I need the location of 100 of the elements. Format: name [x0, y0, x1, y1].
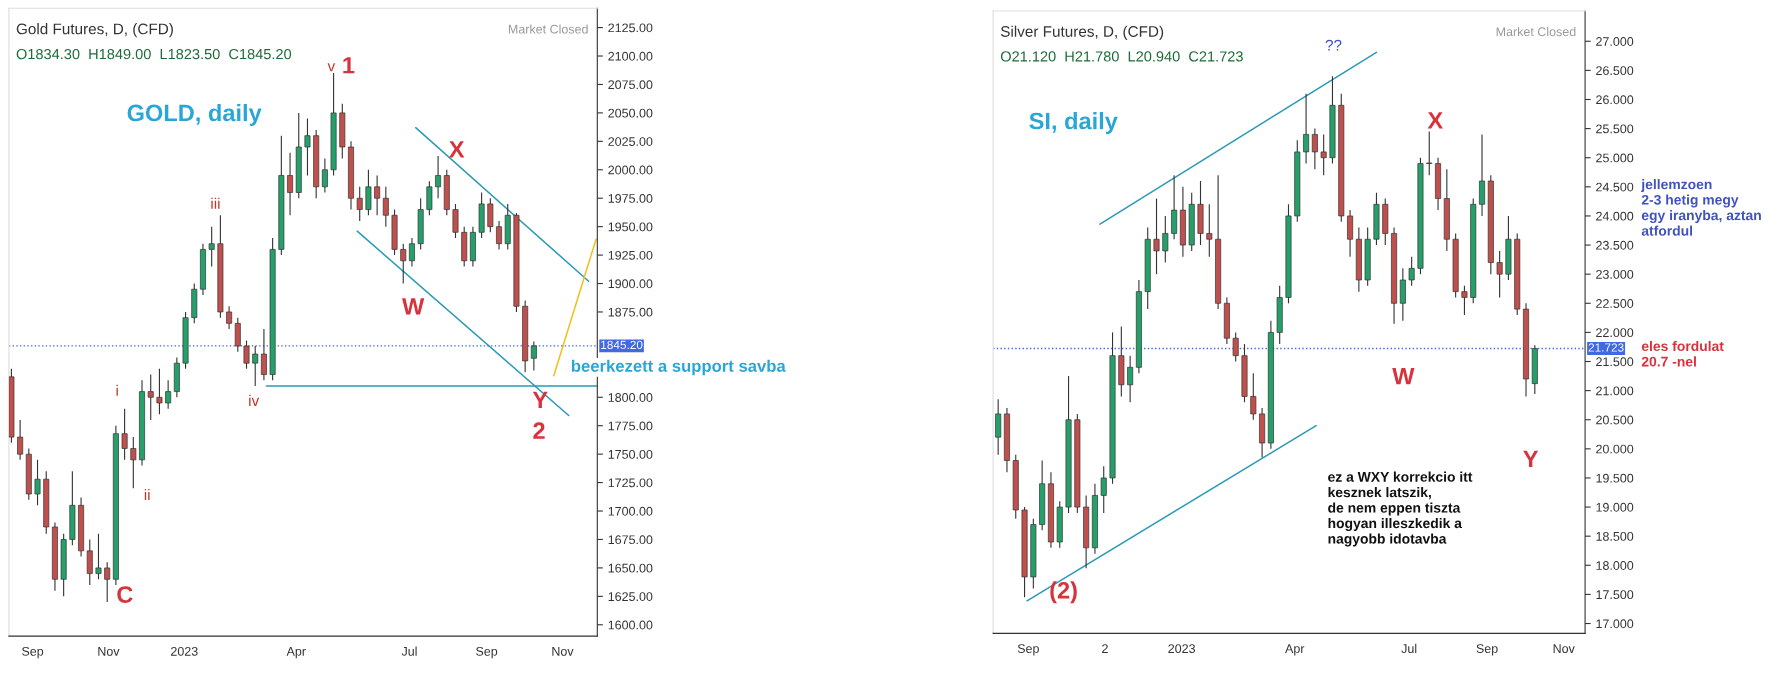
y-tick-label: 18.500: [1596, 531, 1634, 541]
text: Gold Futures, D, (CFD): [16, 23, 173, 38]
candlestick: [104, 561, 111, 603]
x-tick-label: Sep: [1476, 644, 1498, 656]
y-tick-label: 23.500: [1596, 240, 1634, 250]
y-tick-label: 22.500: [1596, 299, 1634, 308]
y-tick-label: 21.500: [1596, 357, 1634, 367]
candlestick: [487, 197, 494, 233]
candlestick: [530, 340, 537, 372]
x-tick-label: Nov: [98, 647, 120, 656]
annotation: ez a WXY korrekcio itt kesznek latszik, de nem eppen tiszta hogyan illeszkedik a nagyobb idotavba: [1328, 471, 1473, 547]
y-tick-label: 2100.00: [608, 51, 653, 61]
y-tick-label: 26.000: [1596, 95, 1634, 105]
candlestick: [1303, 93, 1310, 165]
annotation: SI, daily: [1029, 112, 1118, 135]
candlestick: [1100, 465, 1107, 514]
candlestick: [382, 186, 389, 228]
candlestick: [1153, 197, 1160, 275]
y-tick-label: 23.000: [1596, 269, 1634, 279]
x-tick-label: 2: [1102, 644, 1108, 653]
y-tick-label: 19.500: [1596, 473, 1634, 483]
y-tick-label: 17.000: [1596, 619, 1634, 629]
annotation: iv: [249, 394, 260, 406]
y-tick-label: 1750.00: [608, 449, 653, 459]
y-tick-label: 1775.00: [608, 421, 653, 431]
y-tick-label: 2000.00: [608, 165, 653, 175]
x-tick-label: Apr: [1285, 644, 1305, 656]
candlestick: [365, 169, 372, 216]
candlestick: [304, 118, 311, 177]
y-tick-label: 25.000: [1596, 153, 1634, 163]
candlestick: [435, 155, 442, 199]
annotation: Y: [532, 391, 548, 409]
candlestick: [1408, 256, 1415, 287]
y-tick-label: 2075.00: [608, 80, 653, 90]
y-tick-label: 1600.00: [608, 620, 653, 630]
y-tick-label: 1900.00: [608, 279, 653, 289]
ref-line-label: 1845.20: [601, 340, 643, 350]
y-tick-label: 18.000: [1596, 561, 1634, 570]
y-tick-label: 27.000: [1596, 37, 1634, 46]
candlestick: [1461, 285, 1468, 316]
candlestick: [374, 174, 381, 216]
text: O21.120 H21.780 L20.940 C21.723: [1000, 51, 1243, 62]
y-tick-label: 20.000: [1596, 444, 1634, 454]
candlestick: [452, 203, 459, 239]
candlestick: [1206, 203, 1213, 258]
annotation: W: [1392, 368, 1415, 385]
y-tick-label: 1800.00: [608, 393, 653, 402]
candlestick: [1426, 130, 1433, 176]
text: jellemzoen 2-3 hetig megy egy iranyba, aztan atfordul: [1641, 179, 1761, 236]
x-tick-label: Jul: [401, 646, 417, 656]
candlestick: [121, 408, 128, 461]
y-tick-label: 2125.00: [608, 23, 653, 33]
annotation: GOLD, daily: [127, 103, 262, 126]
y-tick-label: 19.000: [1596, 502, 1634, 512]
x-tick-label: 2023: [1168, 644, 1196, 654]
y-tick-label: 1675.00: [608, 535, 653, 545]
annotation: Market Closed: [1496, 26, 1576, 37]
candlestick: [1127, 355, 1134, 403]
x-tick-label: Sep: [476, 646, 498, 659]
candlestick: [400, 243, 407, 285]
annotation: 1: [343, 57, 355, 74]
candlestick: [234, 317, 241, 353]
candlestick: [1171, 174, 1178, 240]
y-tick-label: 2025.00: [608, 137, 653, 146]
annotation: v: [327, 63, 336, 72]
candlestick: [17, 419, 24, 461]
candlestick: [147, 373, 154, 421]
candlestick: [1496, 250, 1503, 299]
text: eles fordulat 20.7 -nel: [1641, 340, 1724, 367]
y-tick-label: 22.000: [1596, 328, 1634, 338]
candlestick: [356, 186, 363, 222]
candlestick: [995, 398, 1002, 456]
candlestick: [95, 533, 102, 580]
annotation: beerkezett a support savba: [571, 359, 786, 376]
y-tick-label: 25.500: [1596, 124, 1634, 134]
candlestick: [496, 220, 502, 250]
candlestick: [1320, 133, 1327, 176]
y-tick-label: 17.500: [1596, 590, 1634, 600]
candlestick: [1311, 128, 1318, 170]
candlestick: [252, 345, 259, 387]
candlestick: [243, 339, 250, 370]
candlestick: [130, 436, 137, 489]
candlestick: [408, 237, 415, 268]
candlestick: [1479, 133, 1486, 217]
candlestick: [1347, 209, 1354, 258]
annotation: C: [117, 586, 133, 603]
annotation: ii: [144, 489, 150, 501]
candlestick: [34, 459, 41, 506]
y-tick-label: 1725.00: [608, 478, 653, 488]
annotation: Y: [1523, 450, 1539, 468]
annotation: X: [449, 141, 465, 158]
annotation: iii: [211, 197, 220, 209]
y-tick-label: 2050.00: [608, 108, 653, 118]
text: O1834.30 H1849.00 L1823.50 C1845.20: [16, 48, 292, 60]
y-tick-label: 26.500: [1596, 66, 1634, 76]
x-tick-label: Nov: [1553, 644, 1575, 654]
candlestick: [208, 226, 215, 268]
y-tick-label: 20.500: [1596, 415, 1634, 425]
y-tick-label: 24.500: [1596, 182, 1634, 192]
y-tick-label: 1700.00: [608, 506, 653, 516]
